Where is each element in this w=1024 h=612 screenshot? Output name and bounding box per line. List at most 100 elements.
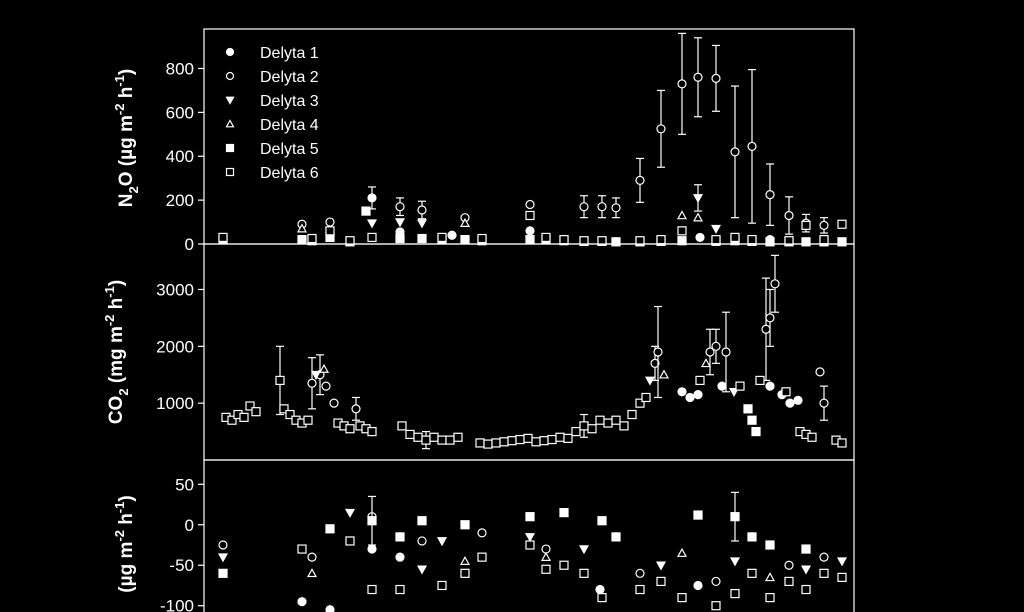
data-point-delyta-6: [819, 235, 829, 245]
data-point-delyta-2: [711, 73, 721, 83]
data-point-delyta-5: [460, 520, 470, 530]
data-point-delyta-6: [627, 409, 637, 420]
panel-ch4: (µg m-2 h-1) -100 -50 0 50: [112, 459, 855, 612]
data-point-delyta-3: [729, 557, 741, 567]
data-point-delyta-1: [793, 395, 803, 405]
data-point-delyta-6: [579, 568, 589, 578]
data-point-delyta-2: [765, 190, 775, 200]
data-point-delyta-3: [394, 218, 406, 228]
data-point-delyta-3: [836, 557, 848, 567]
data-point-delyta-5: [743, 404, 753, 414]
data-point-delyta-6: [275, 375, 285, 386]
data-point-delyta-4: [700, 358, 712, 368]
data-point-delyta-1: [685, 392, 695, 403]
data-point-delyta-6: [587, 424, 597, 434]
data-point-delyta-6: [437, 232, 447, 243]
data-point-delyta-6: [345, 424, 355, 434]
data-point-delyta-6: [559, 235, 569, 245]
data-point-delyta-2: [307, 378, 317, 388]
y-axis-label-ch4: (µg m-2 h-1): [112, 495, 137, 592]
data-point-delyta-6: [747, 568, 757, 578]
data-point-delyta-6: [325, 226, 335, 236]
data-point-delyta-6: [571, 426, 581, 437]
data-point-delyta-6: [635, 236, 645, 246]
data-point-delyta-5: [751, 426, 761, 437]
data-point-delyta-4: [658, 369, 670, 379]
data-point-delyta-4: [692, 212, 704, 222]
data-point-delyta-2: [677, 79, 687, 89]
data-point-delyta-6: [239, 412, 249, 422]
data-point-delyta-1: [693, 390, 703, 400]
legend-entry: Delyta 5: [260, 141, 319, 158]
data-point-delyta-3: [217, 553, 229, 563]
data-point-delyta-2: [650, 358, 660, 368]
data-point-delyta-6: [367, 584, 377, 595]
data-point-delyta-5: [765, 540, 775, 550]
data-point-delyta-4: [318, 363, 330, 373]
data-point-delyta-2: [579, 202, 589, 212]
y-ticks-co2: 1000 2000 3000: [156, 280, 204, 413]
data-point-delyta-6: [279, 404, 289, 414]
data-point-delyta-6: [837, 219, 847, 229]
data-point-delyta-3: [416, 565, 428, 575]
y-tick-label: 1000: [156, 394, 194, 413]
legend-marker: [225, 119, 235, 128]
data-point-delyta-2: [761, 324, 771, 334]
data-point-delyta-2: [597, 202, 607, 212]
data-point-delyta-6: [555, 432, 565, 442]
data-point-delyta-5: [361, 206, 371, 216]
data-point-delyta-6: [405, 429, 415, 440]
data-point-delyta-2: [819, 552, 829, 562]
data-point-delyta-4: [459, 217, 471, 227]
data-point-delyta-2: [711, 341, 721, 351]
data-point-delyta-6: [656, 576, 666, 587]
data-point-delyta-2: [477, 528, 487, 538]
data-point-delyta-2: [819, 398, 829, 408]
data-point-delyta-2: [730, 147, 740, 157]
legend-marker: [225, 47, 235, 57]
data-point-delyta-6: [367, 426, 377, 437]
data-point-delyta-6: [579, 236, 589, 246]
data-point-delyta-4: [676, 547, 688, 557]
data-point-delyta-6: [345, 536, 355, 546]
data-point-delyta-2: [321, 381, 331, 391]
data-point-delyta-5: [367, 516, 377, 526]
data-marks-n2o: [218, 32, 847, 247]
data-point-delyta-2: [653, 347, 663, 357]
data-point-delyta-6: [603, 418, 613, 428]
y-tick-label: 800: [166, 59, 194, 78]
data-point-delyta-6: [297, 544, 307, 554]
data-point-delyta-6: [765, 593, 775, 603]
data-point-delyta-6: [819, 568, 829, 578]
data-point-delyta-6: [730, 232, 740, 243]
data-point-delyta-6: [735, 381, 745, 391]
data-point-delyta-6: [285, 409, 295, 420]
plot-frame-ch4: [203, 459, 855, 612]
data-point-delyta-6: [597, 593, 607, 603]
data-point-delyta-6: [397, 421, 407, 431]
data-point-delyta-5: [765, 237, 775, 247]
data-point-delyta-2: [218, 540, 228, 550]
data-point-delyta-3: [436, 537, 448, 547]
data-point-delyta-2: [784, 210, 794, 221]
data-point-delyta-6: [445, 435, 455, 445]
data-point-delyta-6: [579, 421, 589, 431]
data-point-delyta-6: [711, 235, 721, 245]
data-point-delyta-3: [655, 561, 667, 571]
data-point-delyta-6: [541, 564, 551, 574]
data-point-delyta-6: [515, 434, 525, 445]
data-point-delyta-6: [413, 432, 423, 442]
data-point-delyta-6: [597, 236, 607, 246]
data-point-delyta-6: [525, 210, 535, 221]
data-point-delyta-6: [345, 236, 355, 246]
data-point-delyta-1: [525, 226, 535, 236]
y-tick-label: -100: [160, 597, 194, 612]
data-point-delyta-3: [800, 565, 812, 575]
data-point-delyta-2: [770, 279, 780, 289]
data-point-delyta-6: [747, 235, 757, 245]
data-point-delyta-4: [459, 555, 471, 565]
data-point-delyta-6: [475, 438, 485, 448]
data-point-delyta-2: [525, 199, 535, 210]
